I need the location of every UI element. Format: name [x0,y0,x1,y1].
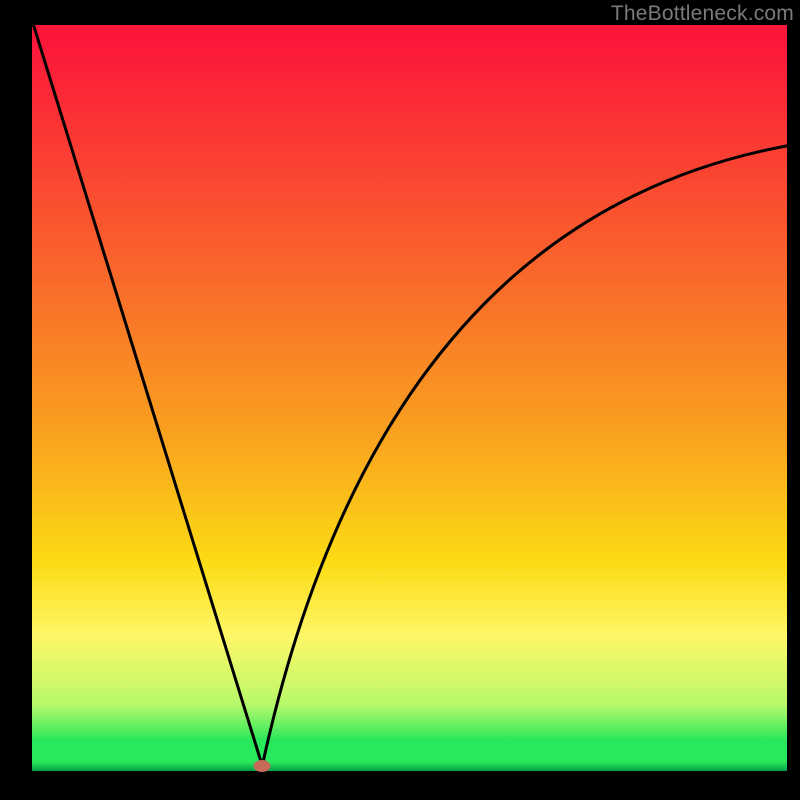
curve-path [34,25,787,766]
curve-min-marker [254,760,271,772]
bottleneck-curve [32,25,787,771]
watermark-text: TheBottleneck.com [611,2,794,26]
chart-plot-area [32,25,787,771]
